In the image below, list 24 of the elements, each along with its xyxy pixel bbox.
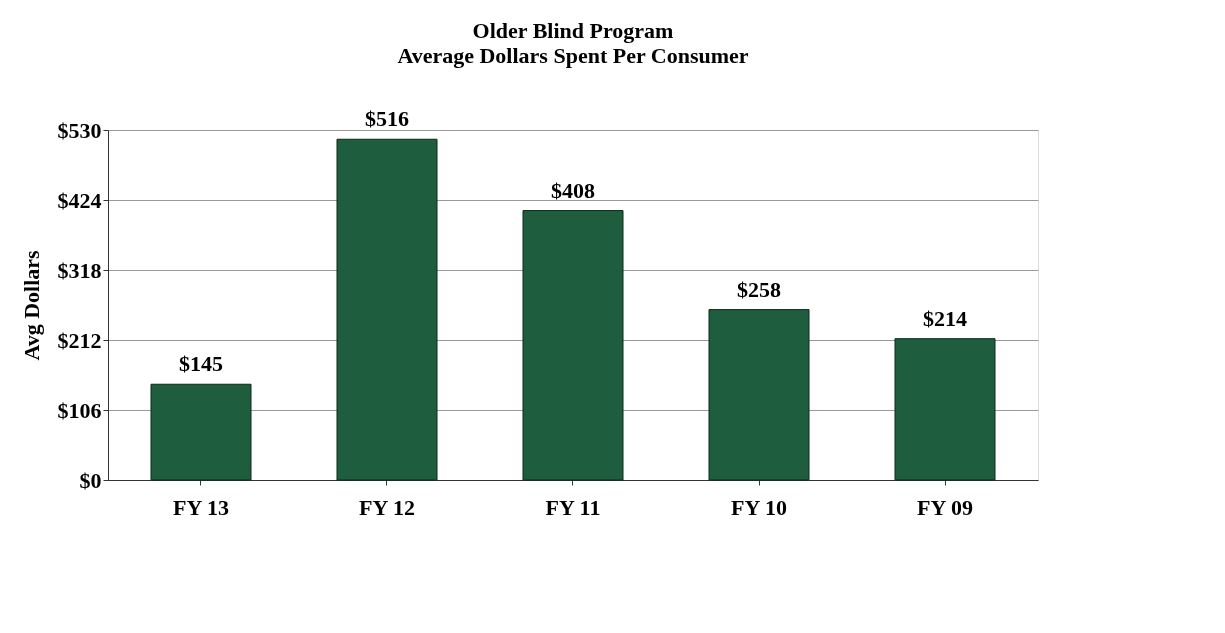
y-tick-label: $318 xyxy=(57,257,102,283)
x-tick-label: FY 09 xyxy=(916,494,974,520)
x-tick-label: FY 10 xyxy=(730,494,788,520)
data-label: $408 xyxy=(551,177,595,203)
x-tick-label: FY 13 xyxy=(172,494,230,520)
data-label: $258 xyxy=(737,276,781,302)
bar xyxy=(150,383,252,481)
y-tick-label: $106 xyxy=(57,397,102,423)
bar xyxy=(708,309,810,481)
chart-title: Older Blind Program xyxy=(472,18,674,44)
data-label: $214 xyxy=(923,305,967,331)
bar xyxy=(336,138,438,481)
x-tick-label: FY 12 xyxy=(358,494,416,520)
y-tick-label: $424 xyxy=(57,187,102,213)
y-tick-label: $212 xyxy=(57,327,102,353)
bar xyxy=(522,210,624,481)
y-tick-label: $530 xyxy=(57,117,102,143)
data-label: $145 xyxy=(179,351,223,377)
chart-subtitle: Average Dollars Spent Per Consumer xyxy=(397,43,749,69)
y-tick-label: $0 xyxy=(79,467,102,493)
bar xyxy=(894,338,996,481)
x-tick-label: FY 11 xyxy=(545,494,601,520)
data-label: $516 xyxy=(365,106,409,132)
y-axis-title: Avg Dollars xyxy=(18,249,44,361)
